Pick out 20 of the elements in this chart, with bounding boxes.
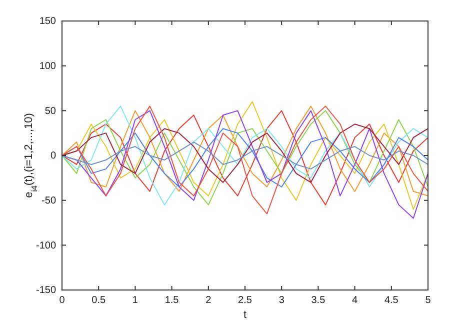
y-tick-label: -50 <box>42 196 56 207</box>
x-tick-label: 0.5 <box>92 295 106 306</box>
x-tick-label: 2 <box>206 295 212 306</box>
y-tick-label: 50 <box>44 106 56 117</box>
x-tick-label: 4 <box>352 295 358 306</box>
x-tick-label: 1.5 <box>164 295 180 306</box>
x-tick-label: 3 <box>278 295 285 306</box>
x-tick-label: 1 <box>132 295 138 306</box>
y-tick-label: -150 <box>36 285 56 296</box>
x-axis-title: t <box>243 309 247 321</box>
x-tick-label: 4.5 <box>384 295 399 306</box>
y-tick-label: 0 <box>50 150 56 162</box>
x-tick-label: 5 <box>425 295 432 306</box>
x-tick-label: 0 <box>59 295 66 306</box>
x-tick-label: 2.5 <box>238 295 252 306</box>
y-tick-label: 150 <box>39 16 56 28</box>
line-series <box>62 142 428 170</box>
y-tick-label: -100 <box>36 240 56 252</box>
y-tick-label: 100 <box>39 61 56 72</box>
x-tick-label: 3.5 <box>311 295 326 306</box>
